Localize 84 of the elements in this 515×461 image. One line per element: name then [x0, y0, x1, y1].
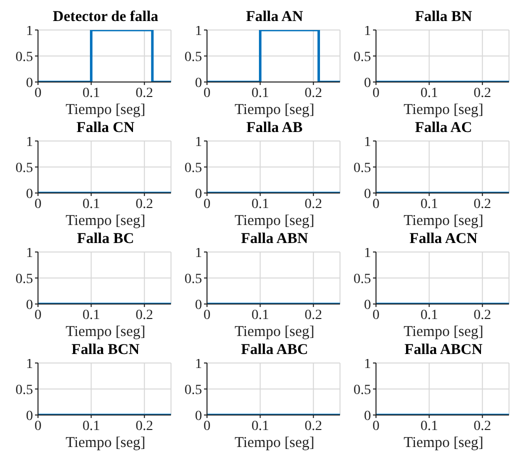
x-tick-label: 0.1	[251, 196, 269, 212]
x-axis-title: Tiempo [seg]	[64, 102, 146, 119]
y-tick-label: 0	[26, 186, 33, 202]
x-axis-title: Tiempo [seg]	[234, 435, 316, 452]
x-tick-label: 0.2	[136, 418, 154, 434]
y-tick-label: 0.5	[354, 272, 371, 287]
y-tick-label: 0.5	[16, 382, 33, 398]
x-tick-label: 0.2	[136, 308, 154, 323]
x-tick-label: 0.1	[82, 418, 100, 434]
y-tick-label: 1	[26, 246, 33, 261]
x-tick-label: 0.1	[82, 196, 100, 212]
y-tick-label: 0	[195, 408, 202, 424]
y-tick-label: 0.5	[184, 50, 202, 65]
y-tick-label: 0	[26, 298, 33, 313]
x-axis-title: Tiempo [seg]	[234, 102, 316, 119]
chart-title: Falla ACN	[410, 231, 478, 247]
y-tick-label: 0	[364, 298, 371, 313]
chart-title: Falla AN	[246, 9, 304, 25]
y-tick-label: 1	[195, 246, 202, 261]
x-tick-label: 0.1	[420, 86, 438, 101]
y-tick-label: 0	[195, 76, 202, 91]
y-tick-label: 1	[364, 24, 371, 39]
y-tick-label: 0	[195, 186, 202, 202]
x-tick-label: 0.1	[251, 308, 269, 323]
y-tick-label: 1	[364, 246, 371, 261]
x-tick-label: 0.1	[251, 418, 269, 434]
chart-title: Falla ABN	[240, 231, 308, 247]
x-tick-label: 0.1	[420, 196, 438, 212]
chart-title: Detector de falla	[52, 9, 158, 25]
x-axis-title: Tiempo [seg]	[64, 324, 146, 341]
y-tick-label: 0.5	[16, 272, 33, 287]
y-tick-label: 0.5	[16, 50, 33, 65]
x-axis-title: Tiempo [seg]	[402, 213, 484, 230]
chart-title: Falla BC	[76, 231, 134, 247]
x-axis-title: Tiempo [seg]	[234, 213, 316, 230]
x-axis-title: Tiempo [seg]	[64, 435, 146, 452]
y-tick-label: 0	[26, 408, 33, 424]
y-tick-label: 1	[26, 24, 33, 39]
x-tick-label: 0.1	[82, 308, 100, 323]
x-tick-label: 0.2	[474, 308, 492, 323]
x-tick-label: 0.2	[474, 86, 492, 101]
x-axis-title: Tiempo [seg]	[64, 213, 146, 230]
x-axis-title: Tiempo [seg]	[402, 435, 484, 452]
x-tick-label: 0.2	[136, 196, 154, 212]
x-tick-label: 0.2	[304, 308, 322, 323]
y-tick-label: 0	[195, 298, 202, 313]
y-tick-label: 1	[195, 24, 202, 39]
chart-title: Falla ABC	[240, 342, 308, 358]
x-tick-label: 0.1	[420, 418, 438, 434]
chart-title: Falla ABCN	[404, 342, 482, 358]
y-tick-label: 1	[364, 134, 371, 150]
y-tick-label: 0	[364, 408, 371, 424]
x-tick-label: 0.1	[251, 86, 269, 101]
y-tick-label: 0.5	[184, 160, 202, 176]
x-tick-label: 0.2	[474, 196, 492, 212]
y-tick-label: 0.5	[354, 382, 371, 398]
y-tick-label: 0	[364, 186, 371, 202]
x-tick-label: 0.2	[304, 418, 322, 434]
chart-title: Falla BCN	[72, 342, 140, 358]
y-tick-label: 1	[195, 356, 202, 372]
chart-title: Falla AC	[414, 120, 472, 136]
y-tick-label: 1	[195, 134, 202, 150]
y-tick-label: 1	[26, 134, 33, 150]
x-tick-label: 0.2	[474, 418, 492, 434]
x-tick-label: 0.2	[304, 86, 322, 101]
x-tick-label: 0.1	[82, 86, 100, 101]
x-axis-title: Tiempo [seg]	[402, 324, 484, 341]
y-tick-label: 0.5	[184, 382, 202, 398]
y-tick-label: 0	[26, 76, 33, 91]
y-tick-label: 0.5	[16, 160, 33, 176]
x-tick-label: 0.1	[420, 308, 438, 323]
chart-title: Falla BN	[414, 9, 472, 25]
y-tick-label: 0	[364, 76, 371, 91]
y-tick-label: 0.5	[354, 50, 371, 65]
chart-title: Falla AB	[246, 120, 303, 136]
y-tick-label: 0.5	[354, 160, 371, 176]
x-tick-label: 0.2	[136, 86, 154, 101]
chart-title: Falla CN	[76, 120, 134, 136]
y-tick-label: 1	[364, 356, 371, 372]
x-axis-title: Tiempo [seg]	[234, 324, 316, 341]
y-tick-label: 1	[26, 356, 33, 372]
x-tick-label: 0.2	[304, 196, 322, 212]
y-tick-label: 0.5	[184, 272, 202, 287]
x-axis-title: Tiempo [seg]	[402, 102, 484, 119]
